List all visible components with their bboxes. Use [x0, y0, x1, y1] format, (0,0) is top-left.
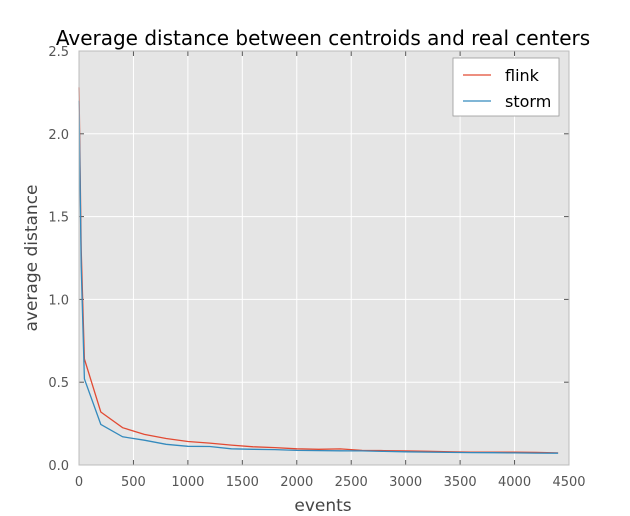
- series-lines: [78, 50, 570, 466]
- legend-label-flink: flink: [505, 66, 540, 85]
- x-tick-label: 0: [75, 475, 83, 490]
- x-tick-label: 4500: [552, 475, 585, 490]
- y-tick-label: 1.0: [48, 293, 69, 308]
- x-tick-label: 1500: [226, 475, 259, 490]
- x-axis-label: events: [294, 496, 351, 516]
- x-tick-label: 4000: [498, 475, 531, 490]
- plot-frame: [78, 50, 570, 466]
- legend-label-storm: storm: [505, 92, 551, 111]
- x-tick-label: 1000: [171, 475, 204, 490]
- x-tick-label: 3000: [389, 475, 422, 490]
- x-tick-label: 500: [121, 475, 146, 490]
- y-tick-label: 2.5: [48, 45, 69, 60]
- y-tick-label: 2.0: [48, 128, 69, 143]
- series-line-storm: [78, 100, 559, 454]
- chart-title: Average distance between centroids and r…: [56, 26, 590, 50]
- plot-area: [79, 51, 569, 465]
- y-tick-label: 1.5: [48, 211, 69, 226]
- y-tick-label: 0.5: [48, 376, 69, 391]
- legend-box: [452, 57, 560, 117]
- y-tick-label: 0.0: [48, 459, 69, 474]
- x-tick-label: 2000: [280, 475, 313, 490]
- x-tick-label: 3500: [444, 475, 477, 490]
- y-axis-label: average distance: [22, 184, 42, 331]
- x-tick-label: 2500: [335, 475, 368, 490]
- legend: flink storm: [452, 57, 560, 117]
